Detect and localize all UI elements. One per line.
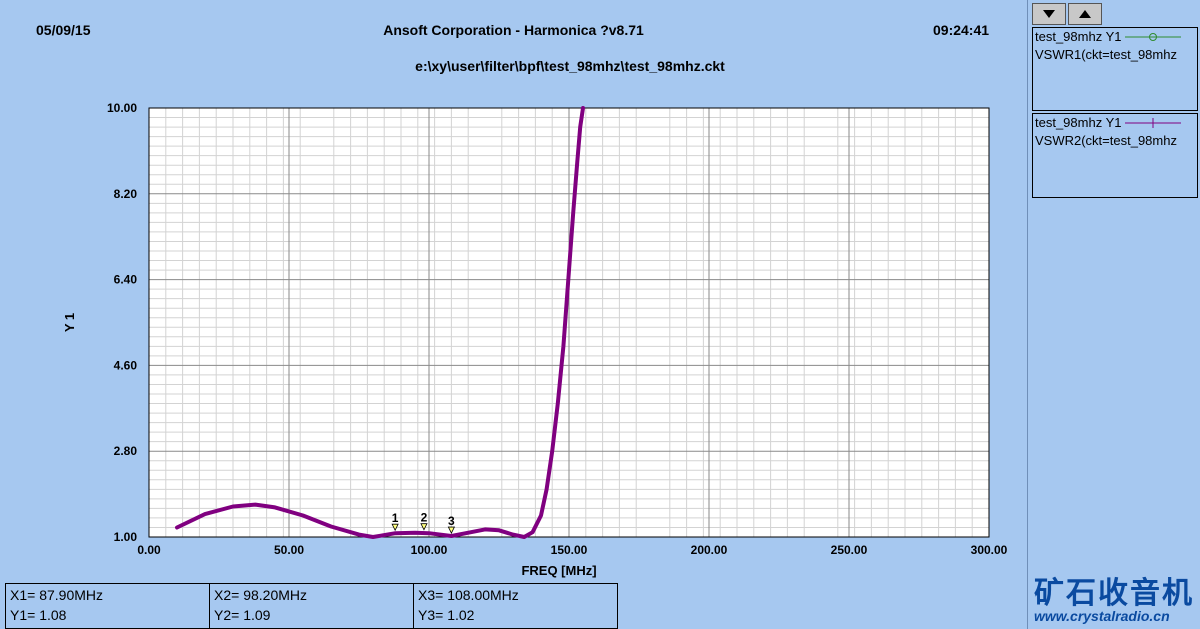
marker-readout-3: X3= 108.00MHz Y3= 1.02 bbox=[414, 584, 617, 628]
marker-readout-table: X1= 87.90MHz Y1= 1.08 X2= 98.20MHz Y2= 1… bbox=[5, 583, 618, 629]
x-tick-label: 200.00 bbox=[691, 543, 728, 557]
green-circle-line-icon bbox=[1125, 33, 1182, 41]
marker-readout-1: X1= 87.90MHz Y1= 1.08 bbox=[6, 584, 210, 628]
series-line-vswr2 bbox=[175, 106, 585, 539]
marker-1-x: X1= 87.90MHz bbox=[10, 587, 103, 603]
marker-1-y: Y1= 1.08 bbox=[10, 607, 67, 623]
legend-entry-1[interactable]: test_98mhz Y1 VSWR1(ckt=test_98mhz bbox=[1032, 27, 1198, 111]
x-tick-label: 150.00 bbox=[551, 543, 588, 557]
legend-1-measurement: VSWR1(ckt=test_98mhz bbox=[1035, 47, 1177, 62]
triangle-down-icon bbox=[1043, 10, 1055, 18]
legend-2-trace-name: test_98mhz Y1 bbox=[1035, 115, 1122, 130]
y-tick-label: 1.00 bbox=[114, 530, 138, 544]
time-label: 09:24:41 bbox=[933, 22, 990, 38]
legend-2-measurement: VSWR2(ckt=test_98mhz bbox=[1035, 133, 1177, 148]
x-tick-label: 100.00 bbox=[411, 543, 448, 557]
nav-buttons bbox=[1032, 3, 1104, 25]
x-tick-label: 300.00 bbox=[971, 543, 1008, 557]
purple-tick-line-icon bbox=[1125, 118, 1182, 128]
date-label: 05/09/15 bbox=[36, 22, 91, 38]
window-title: Ansoft Corporation - Harmonica ?v8.71 bbox=[383, 22, 644, 38]
marker-readout-2: X2= 98.20MHz Y2= 1.09 bbox=[210, 584, 414, 628]
marker-2-x: X2= 98.20MHz bbox=[214, 587, 307, 603]
y-axis-label: Y 1 bbox=[62, 313, 77, 332]
y-tick-label: 2.80 bbox=[114, 444, 138, 458]
marker-label: 1 bbox=[392, 511, 399, 525]
plot-border bbox=[148, 107, 990, 538]
marker-2-y: Y2= 1.09 bbox=[214, 607, 271, 623]
y-tick-label: 6.40 bbox=[114, 273, 138, 287]
y-tick-label: 4.60 bbox=[114, 358, 138, 372]
marker-label: 2 bbox=[421, 511, 428, 525]
marker-3-y: Y3= 1.02 bbox=[418, 607, 475, 623]
x-axis-label: FREQ [MHz] bbox=[521, 563, 596, 578]
site-logo-text: 矿石收音机 bbox=[1034, 576, 1194, 611]
triangle-up-icon bbox=[1079, 10, 1091, 18]
marker-triangle bbox=[420, 523, 428, 531]
scroll-up-button[interactable] bbox=[1068, 3, 1102, 25]
file-path: e:\xy\user\filter\bpf\test_98mhz\test_98… bbox=[415, 58, 725, 74]
legend-1-trace-name: test_98mhz Y1 bbox=[1035, 29, 1122, 44]
scroll-down-button[interactable] bbox=[1032, 3, 1066, 25]
marker-label: 3 bbox=[448, 514, 455, 528]
x-tick-label: 50.00 bbox=[274, 543, 304, 557]
marker-3-x: X3= 108.00MHz bbox=[418, 587, 519, 603]
site-url: www.crystalradio.cn bbox=[1034, 608, 1170, 624]
marker-triangle bbox=[447, 526, 456, 534]
y-tick-label: 10.00 bbox=[107, 101, 137, 115]
x-tick-label: 0.00 bbox=[137, 543, 161, 557]
legend-entry-2[interactable]: test_98mhz Y1 VSWR2(ckt=test_98mhz bbox=[1032, 113, 1198, 198]
vswr-chart: 0.00 50.00 100.00 150.00 200.00 250.00 300.00 1… bbox=[62, 101, 1008, 578]
side-panel: test_98mhz Y1 VSWR1(ckt=test_98mhz test_… bbox=[1027, 0, 1200, 629]
marker-triangle bbox=[391, 523, 399, 532]
y-tick-label: 8.20 bbox=[114, 187, 138, 201]
x-tick-label: 250.00 bbox=[831, 543, 868, 557]
